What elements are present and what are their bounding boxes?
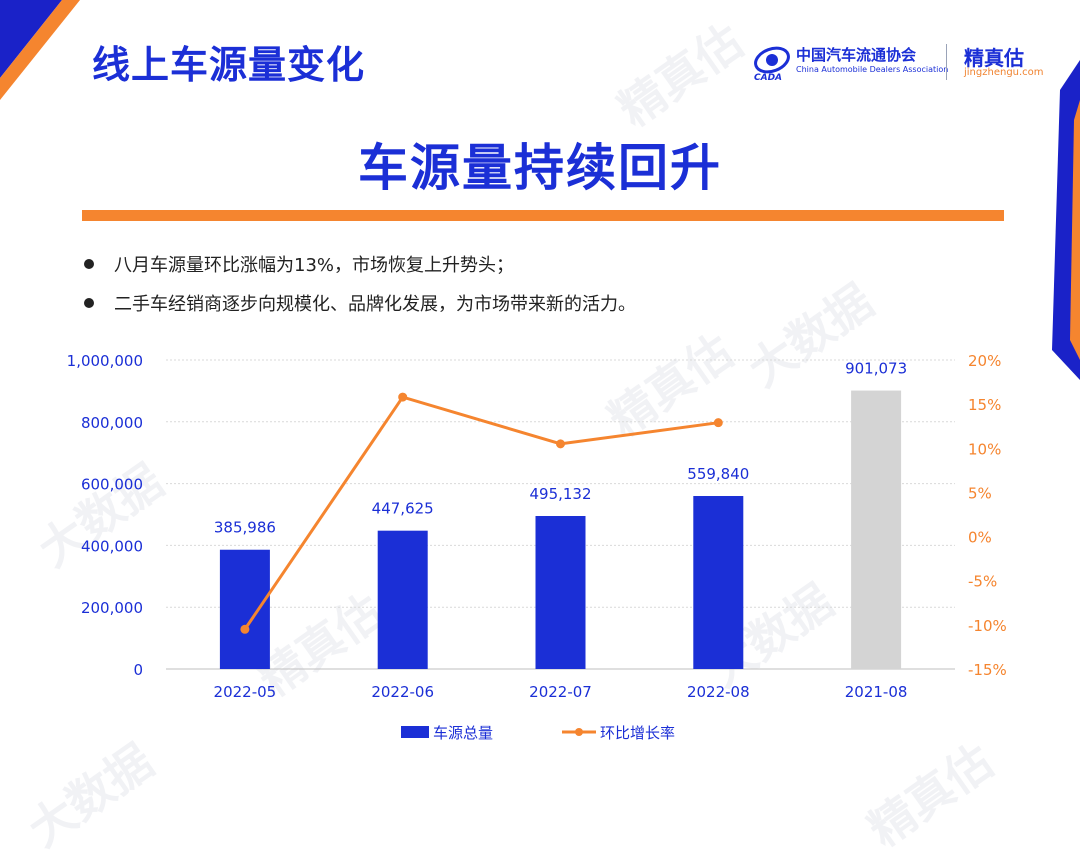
- legend-line-label: 环比增长率: [600, 724, 675, 742]
- cada-mark-text: CADA: [754, 73, 782, 82]
- x-tick-label: 2022-05: [214, 683, 277, 701]
- y-left-tick-label: 0: [133, 661, 143, 679]
- legend-bar-label: 车源总量: [433, 724, 493, 742]
- bar-value-label: 447,625: [372, 500, 434, 518]
- y-left-tick-label: 800,000: [81, 414, 143, 432]
- bar: [851, 390, 902, 669]
- jingzhengu-name: 精真估: [964, 46, 1024, 70]
- combo-chart: 0 200,000 400,000 600,000 800,000 1,000,000 -1…: [67, 352, 1007, 742]
- bar: [693, 496, 744, 669]
- y-right-tick-label: 5%: [968, 484, 992, 502]
- y-right-tick-label: -10%: [968, 617, 1007, 635]
- bullet-item-1: 八月车源量环比涨幅为13%，市场恢复上升势头；: [84, 251, 514, 277]
- bar-value-label: 495,132: [529, 485, 591, 503]
- bullet-dot-icon: [84, 298, 94, 308]
- bar-value-label: 559,840: [687, 465, 749, 483]
- bar-value-label: 901,073: [845, 360, 907, 378]
- y-left-tick-label: 200,000: [81, 599, 143, 617]
- headline: 车源量持续回升: [358, 139, 722, 197]
- y-right-tick-label: -5%: [968, 573, 997, 591]
- legend-line-marker: [575, 728, 583, 736]
- y-left-tick-label: 600,000: [81, 476, 143, 494]
- bar: [377, 530, 428, 669]
- growth-rate-line: [243, 395, 719, 631]
- growth-rate-point: [398, 392, 408, 402]
- y-right-tick-label: 15%: [968, 396, 1001, 414]
- bar-value-label: 385,986: [214, 519, 276, 537]
- y-right-tick-label: -15%: [968, 661, 1007, 679]
- page-title: 线上车源量变化: [92, 43, 366, 87]
- corner-decoration-top-left: [0, 0, 80, 100]
- bullet-dot-icon: [84, 259, 94, 269]
- growth-rate-point: [240, 624, 250, 634]
- y-right-tick-label: 0%: [968, 529, 992, 547]
- x-tick-label: 2022-08: [687, 683, 750, 701]
- cada-english-name: China Automobile Dealers Association: [796, 65, 949, 74]
- corner-decoration-right: [1052, 60, 1080, 380]
- x-tick-label: 2021-08: [845, 683, 908, 701]
- bar: [535, 516, 586, 669]
- legend-bar-swatch: [401, 726, 429, 738]
- growth-rate-point: [713, 418, 723, 428]
- bullet-item-2: 二手车经销商逐步向规模化、品牌化发展，为市场带来新的活力。: [84, 290, 636, 316]
- y-right-tick-label: 10%: [968, 440, 1001, 458]
- jingzhengu-url: jingzhengu.com: [964, 67, 1044, 78]
- x-tick-label: 2022-06: [371, 683, 434, 701]
- bullet-text-2: 二手车经销商逐步向规模化、品牌化发展，为市场带来新的活力。: [114, 294, 636, 315]
- bar: [219, 549, 270, 669]
- x-tick-label: 2022-07: [529, 683, 592, 701]
- bullet-text-1: 八月车源量环比涨幅为13%，市场恢复上升势头；: [114, 255, 515, 276]
- growth-rate-point: [556, 439, 565, 449]
- y-right-tick-label: 20%: [968, 352, 1001, 370]
- cada-logo-icon: CADA: [754, 46, 790, 82]
- headline-underline: [82, 210, 1004, 221]
- y-left-tick-label: 1,000,000: [67, 352, 143, 370]
- logo-divider: [946, 44, 947, 80]
- y-left-tick-label: 400,000: [81, 537, 143, 555]
- cada-name: 中国汽车流通协会: [796, 46, 917, 64]
